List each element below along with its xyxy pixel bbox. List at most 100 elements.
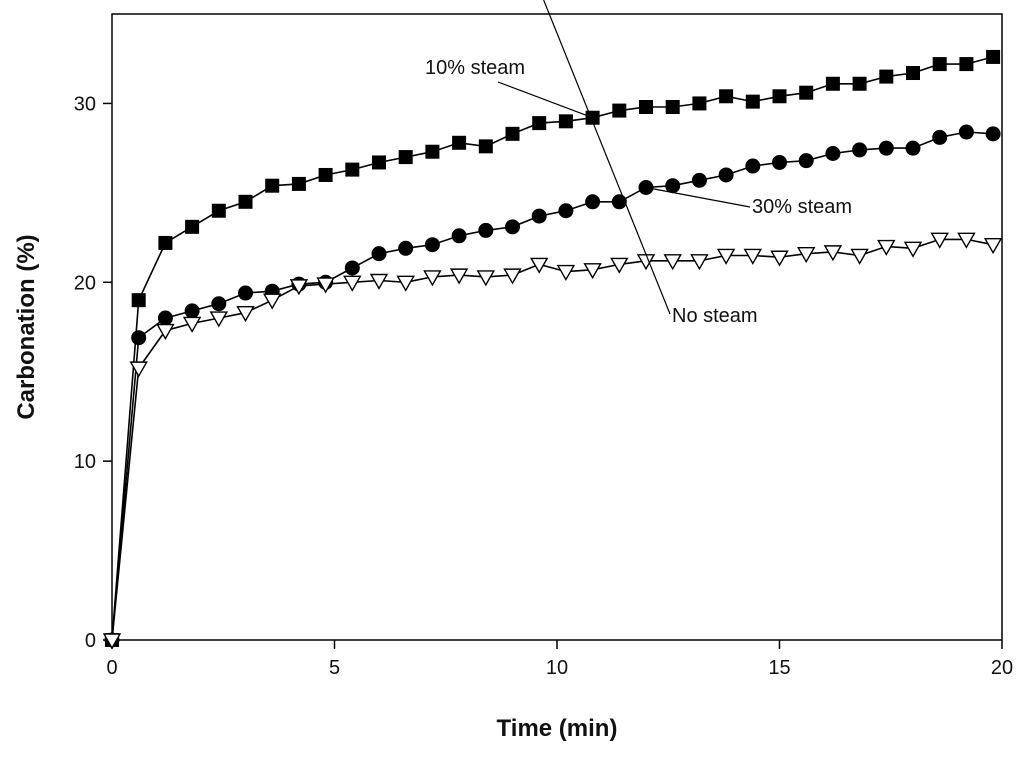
data-point-square bbox=[452, 135, 467, 150]
data-point-square bbox=[719, 89, 734, 104]
data-point-square bbox=[505, 126, 520, 141]
data-point-triangle bbox=[770, 250, 789, 267]
series-10-steam bbox=[105, 49, 1001, 647]
data-point-circle bbox=[691, 172, 707, 188]
data-point-circle bbox=[665, 178, 681, 194]
data-point-square bbox=[825, 76, 840, 91]
data-point-square bbox=[932, 57, 947, 72]
data-point-triangle bbox=[396, 275, 415, 292]
data-point-circle bbox=[932, 129, 948, 145]
data-point-circle bbox=[905, 140, 921, 156]
x-axis-label: Time (min) bbox=[497, 715, 618, 742]
data-point-triangle bbox=[556, 264, 576, 281]
data-point-circle bbox=[371, 246, 387, 262]
data-point-circle bbox=[878, 140, 894, 156]
y-tick-label: 20 bbox=[74, 272, 96, 294]
data-point-triangle bbox=[957, 232, 976, 249]
data-point-triangle bbox=[503, 268, 522, 285]
data-point-triangle bbox=[423, 270, 442, 287]
data-point-square bbox=[799, 85, 814, 100]
data-point-square bbox=[158, 235, 173, 250]
annotation-leader-line bbox=[645, 186, 751, 208]
data-point-triangle bbox=[236, 305, 255, 323]
data-point-circle bbox=[131, 330, 147, 346]
data-point-triangle bbox=[930, 232, 949, 249]
series-line bbox=[111, 131, 994, 641]
data-point-triangle bbox=[983, 238, 1003, 255]
data-point-square bbox=[959, 57, 974, 72]
x-axis: 0 5 10 15 20 bbox=[106, 640, 1013, 679]
data-point-square bbox=[665, 100, 680, 115]
data-point-circle bbox=[398, 240, 414, 256]
data-point-circle bbox=[585, 194, 601, 210]
data-point-square bbox=[532, 116, 547, 131]
data-point-square bbox=[692, 96, 707, 111]
data-point-triangle bbox=[716, 248, 736, 265]
data-point-square bbox=[398, 150, 413, 165]
data-point-square bbox=[852, 76, 867, 91]
data-point-square bbox=[211, 203, 226, 218]
series-line bbox=[111, 56, 994, 641]
data-point-triangle bbox=[877, 239, 896, 256]
data-point-triangle bbox=[209, 311, 229, 328]
annotation-label: 10% steam bbox=[425, 57, 525, 79]
data-point-circle bbox=[531, 208, 547, 224]
data-point-triangle bbox=[102, 633, 122, 650]
data-point-triangle bbox=[343, 275, 362, 292]
data-point-circle bbox=[451, 228, 467, 244]
annotation-leader-line bbox=[543, 0, 671, 315]
data-point-triangle bbox=[289, 279, 309, 296]
data-point-triangle bbox=[476, 270, 496, 287]
y-axis-label: Carbonation (%) bbox=[13, 234, 40, 419]
data-point-circle bbox=[238, 285, 253, 301]
data-point-square bbox=[185, 219, 200, 234]
data-point-circle bbox=[985, 126, 1001, 142]
x-tick-label: 10 bbox=[546, 657, 568, 679]
data-point-circle bbox=[958, 124, 974, 140]
data-point-triangle bbox=[823, 245, 843, 262]
x-tick-label: 20 bbox=[991, 657, 1013, 679]
data-point-triangle bbox=[316, 277, 335, 294]
data-point-circle bbox=[718, 167, 734, 183]
annotation-leader-line bbox=[497, 81, 593, 119]
data-point-triangle bbox=[156, 323, 175, 340]
data-point-triangle bbox=[796, 246, 816, 264]
data-point-square bbox=[639, 100, 653, 115]
data-point-square bbox=[745, 94, 760, 109]
data-point-triangle bbox=[449, 268, 469, 285]
y-tick-label: 0 bbox=[85, 630, 96, 652]
series-no-steam bbox=[102, 232, 1003, 650]
data-point-triangle bbox=[610, 257, 629, 274]
data-point-triangle bbox=[663, 254, 682, 271]
data-point-square bbox=[425, 144, 440, 159]
data-point-triangle bbox=[583, 263, 602, 280]
x-tick-label: 5 bbox=[329, 657, 340, 679]
data-point-circle bbox=[505, 219, 520, 235]
data-point-square bbox=[906, 66, 920, 81]
x-tick-label: 15 bbox=[768, 657, 790, 679]
data-point-square bbox=[131, 293, 146, 308]
data-point-triangle bbox=[529, 257, 549, 274]
data-point-square bbox=[986, 49, 1001, 64]
data-point-square bbox=[879, 69, 894, 84]
data-point-square bbox=[372, 155, 386, 170]
data-point-square bbox=[318, 167, 333, 182]
data-point-square bbox=[265, 178, 280, 193]
data-point-circle bbox=[852, 142, 868, 158]
annotation-label: No steam bbox=[672, 305, 758, 327]
data-point-square bbox=[345, 162, 360, 177]
data-point-circle bbox=[558, 203, 574, 219]
data-point-square bbox=[478, 139, 493, 154]
data-point-circle bbox=[211, 296, 227, 312]
data-point-square bbox=[238, 194, 253, 209]
data-point-circle bbox=[184, 303, 200, 319]
data-point-triangle bbox=[182, 316, 202, 333]
data-point-triangle bbox=[850, 248, 869, 265]
y-axis: 0 10 20 30 bbox=[74, 93, 112, 652]
data-point-triangle bbox=[369, 273, 389, 290]
data-point-triangle bbox=[903, 241, 923, 258]
data-point-square bbox=[291, 176, 306, 191]
data-point-circle bbox=[798, 153, 814, 169]
plot-area-frame bbox=[111, 13, 1003, 641]
